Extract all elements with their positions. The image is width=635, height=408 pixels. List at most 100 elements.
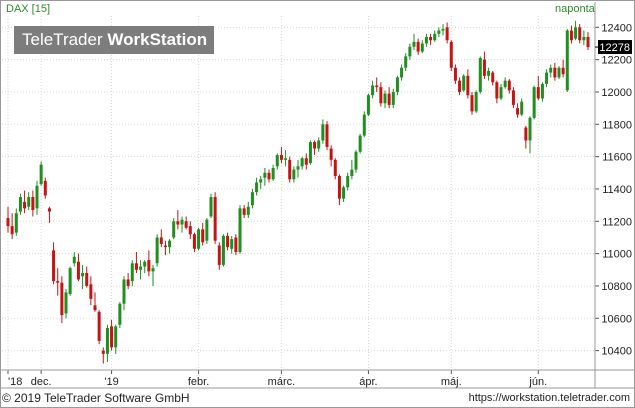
candle-down[interactable]	[201, 229, 205, 243]
candle-down[interactable]	[163, 245, 167, 248]
candle-down[interactable]	[56, 281, 60, 283]
candle-down[interactable]	[325, 124, 329, 147]
candle-up[interactable]	[412, 41, 416, 47]
candle-down[interactable]	[47, 208, 51, 212]
candle-down[interactable]	[516, 108, 520, 115]
candle-down[interactable]	[387, 93, 391, 105]
candle-up[interactable]	[39, 164, 43, 185]
candle-up[interactable]	[358, 135, 362, 152]
candle-up[interactable]	[263, 172, 267, 178]
candle-down[interactable]	[147, 260, 151, 272]
candle-down[interactable]	[192, 234, 196, 249]
candle-down[interactable]	[375, 85, 379, 88]
candle-down[interactable]	[188, 226, 192, 235]
candle-up[interactable]	[197, 229, 201, 249]
candle-down[interactable]	[110, 326, 114, 348]
candle-up[interactable]	[271, 167, 275, 180]
candle-down[interactable]	[495, 82, 499, 99]
candle-down[interactable]	[134, 263, 138, 270]
candle-down[interactable]	[10, 226, 14, 235]
candle-up[interactable]	[139, 266, 143, 270]
candle-up[interactable]	[35, 185, 39, 209]
candle-up[interactable]	[342, 187, 346, 199]
candle-down[interactable]	[304, 158, 308, 165]
candle-down[interactable]	[379, 87, 383, 104]
candle-up[interactable]	[400, 67, 404, 78]
candle-up[interactable]	[549, 67, 553, 73]
candle-down[interactable]	[553, 67, 557, 78]
candle-up[interactable]	[362, 114, 366, 136]
candle-down[interactable]	[511, 90, 515, 105]
candle-down[interactable]	[101, 350, 105, 354]
candle-up[interactable]	[155, 237, 159, 264]
candle-up[interactable]	[404, 56, 408, 68]
candle-up[interactable]	[259, 179, 263, 183]
candle-down[interactable]	[31, 197, 35, 210]
candle-up[interactable]	[172, 221, 176, 238]
candle-up[interactable]	[532, 87, 536, 118]
candle-down[interactable]	[329, 148, 333, 160]
candle-down[interactable]	[184, 221, 188, 228]
candle-down[interactable]	[217, 245, 221, 265]
candle-down[interactable]	[561, 67, 565, 75]
candle-down[interactable]	[93, 305, 97, 311]
candle-up[interactable]	[354, 151, 358, 170]
candle-down[interactable]	[569, 30, 573, 41]
candle-up[interactable]	[462, 75, 466, 91]
candle-up[interactable]	[520, 101, 524, 115]
candle-down[interactable]	[6, 218, 10, 227]
candle-up[interactable]	[143, 261, 147, 267]
candle-up[interactable]	[321, 124, 325, 141]
candle-up[interactable]	[250, 192, 254, 206]
candle-up[interactable]	[308, 142, 312, 164]
candle-up[interactable]	[478, 58, 482, 92]
candle-down[interactable]	[52, 250, 56, 282]
candle-up[interactable]	[255, 182, 259, 193]
candle-up[interactable]	[391, 91, 395, 105]
candle-up[interactable]	[474, 91, 478, 112]
candle-down[interactable]	[213, 197, 217, 241]
candle-up[interactable]	[275, 155, 279, 167]
candle-down[interactable]	[43, 180, 47, 196]
candle-up[interactable]	[230, 239, 234, 249]
candle-down[interactable]	[458, 80, 462, 92]
candle-down[interactable]	[97, 311, 101, 341]
candle-down[interactable]	[279, 155, 283, 160]
candle-up[interactable]	[246, 206, 250, 215]
candle-up[interactable]	[371, 85, 375, 96]
candle-up[interactable]	[27, 197, 31, 207]
candle-up[interactable]	[284, 158, 288, 160]
candle-up[interactable]	[503, 80, 507, 88]
candle-up[interactable]	[545, 72, 549, 84]
candle-up[interactable]	[408, 46, 412, 57]
candle-up[interactable]	[168, 240, 172, 248]
candle-down[interactable]	[313, 142, 317, 149]
candle-up[interactable]	[209, 197, 213, 217]
candle-up[interactable]	[582, 37, 586, 41]
candle-down[interactable]	[449, 41, 453, 68]
candle-up[interactable]	[317, 140, 321, 149]
candle-down[interactable]	[445, 27, 449, 41]
candle-up[interactable]	[574, 27, 578, 39]
candle-down[interactable]	[234, 237, 238, 252]
candle-down[interactable]	[126, 279, 130, 286]
candle-up[interactable]	[205, 219, 209, 241]
candle-down[interactable]	[288, 159, 292, 180]
candle-up[interactable]	[528, 117, 532, 141]
candle-up[interactable]	[122, 279, 126, 304]
candle-down[interactable]	[337, 176, 341, 199]
candle-up[interactable]	[300, 158, 304, 167]
candle-down[interactable]	[85, 273, 89, 286]
candle-down[interactable]	[429, 37, 433, 41]
candle-down[interactable]	[23, 201, 27, 209]
candle-down[interactable]	[536, 87, 540, 99]
candle-up[interactable]	[14, 213, 18, 233]
candle-down[interactable]	[416, 41, 420, 52]
candle-up[interactable]	[180, 219, 184, 225]
candle-up[interactable]	[292, 169, 296, 180]
candle-down[interactable]	[76, 261, 80, 280]
candle-down[interactable]	[89, 284, 93, 299]
candle-down[interactable]	[176, 221, 180, 225]
candle-up[interactable]	[487, 70, 491, 76]
candle-down[interactable]	[226, 235, 230, 248]
